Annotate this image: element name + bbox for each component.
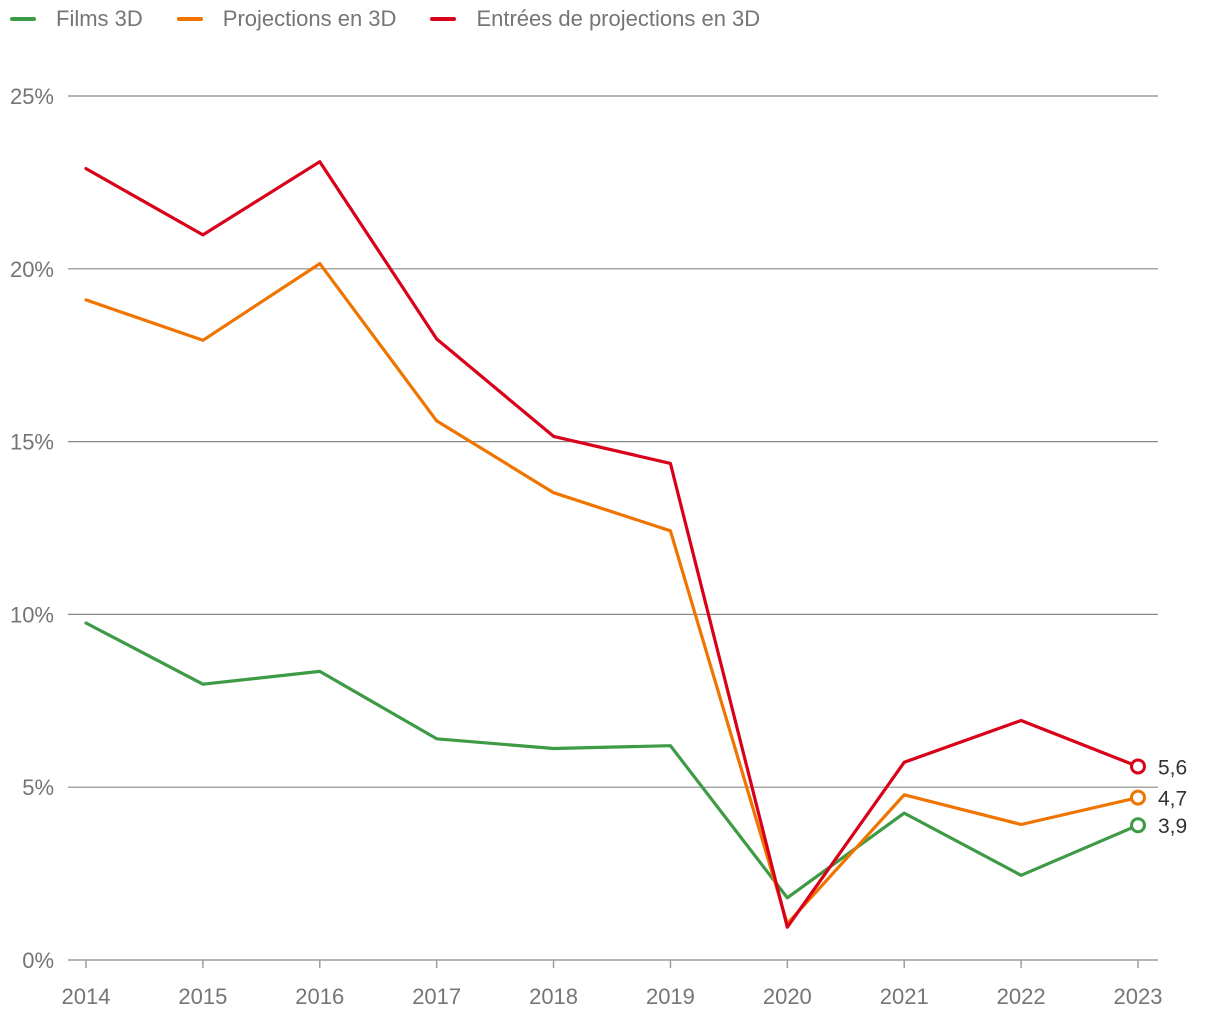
grid-layer	[68, 95, 1158, 961]
series-line-projections-en-3d	[84, 262, 1140, 926]
x-tick-label-2020: 2020	[763, 984, 812, 1009]
x-tick-label-2015: 2015	[178, 984, 227, 1009]
legend-swatch-projections-3d	[176, 17, 203, 21]
end-marker-entrees-de-projections-en-3d	[1130, 758, 1146, 775]
end-marker-projections-en-3d	[1130, 789, 1146, 806]
label-layer: 3,9 4,7 5,6	[1158, 756, 1187, 838]
x-tick-label-2017: 2017	[412, 984, 461, 1009]
legend-label-entrees-3d: Entrées de projections en 3D	[476, 6, 761, 31]
end-marker-films-3d	[1130, 817, 1146, 834]
axis-layer: 0% 5% 10% 15% 20% 25% 2014 2015 2016 2017 2018 2019…	[10, 84, 1163, 1009]
chart-legend: Films 3D Projections en 3D Entrées de pr…	[10, 4, 794, 34]
y-tick-label-10: 10%	[10, 602, 54, 627]
y-tick-label-5: 5%	[22, 775, 54, 800]
x-tick-label-2022: 2022	[997, 984, 1046, 1009]
end-label-projections-en-3d: 4,7	[1158, 788, 1187, 811]
y-tick-label-15: 15%	[10, 430, 54, 455]
end-label-films-3d: 3,9	[1158, 815, 1187, 838]
series-layer	[84, 160, 1146, 929]
x-tick-label-2018: 2018	[529, 984, 578, 1009]
y-tick-label-0: 0%	[22, 948, 54, 973]
x-tick-label-2021: 2021	[880, 984, 929, 1009]
series-line-films-3d	[84, 621, 1140, 900]
series-line-entrees-de-projections-en-3d	[84, 160, 1140, 929]
legend-item-entrees-3d: Entrées de projections en 3D	[430, 6, 760, 32]
x-tick-label-2019: 2019	[646, 984, 695, 1009]
x-tick-label-2016: 2016	[295, 984, 344, 1009]
y-tick-label-25: 25%	[10, 84, 54, 109]
legend-label-films-3d: Films 3D	[56, 6, 143, 31]
x-tick-label-2023: 2023	[1114, 984, 1163, 1009]
legend-swatch-entrees-3d	[430, 17, 457, 21]
end-label-entrees-de-projections-en-3d: 5,6	[1158, 756, 1187, 779]
legend-item-films-3d: Films 3D	[10, 6, 143, 32]
legend-label-projections-3d: Projections en 3D	[222, 6, 397, 31]
legend-swatch-films-3d	[10, 17, 36, 21]
y-tick-label-20: 20%	[10, 257, 54, 282]
x-tick-label-2014: 2014	[62, 984, 111, 1009]
legend-item-projections-3d: Projections en 3D	[176, 6, 397, 32]
